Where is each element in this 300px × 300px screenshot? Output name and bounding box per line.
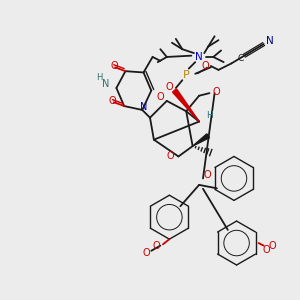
Text: O: O [110, 61, 118, 71]
Text: H: H [96, 73, 103, 82]
Text: O: O [202, 61, 209, 71]
Polygon shape [193, 134, 209, 146]
Text: O: O [142, 248, 150, 258]
Text: N: N [266, 36, 274, 46]
Text: H: H [206, 111, 213, 120]
Text: P: P [183, 70, 190, 80]
Text: O: O [203, 169, 211, 180]
Text: O: O [166, 82, 173, 92]
Text: O: O [109, 96, 116, 106]
Text: O: O [269, 241, 277, 250]
Text: O: O [167, 152, 175, 161]
Text: N: N [195, 52, 203, 62]
Polygon shape [172, 89, 199, 122]
Text: N: N [102, 79, 110, 89]
Text: O: O [157, 92, 164, 102]
Text: O: O [212, 87, 220, 97]
Text: C: C [237, 54, 244, 63]
Text: O: O [153, 241, 160, 250]
Text: N: N [140, 102, 147, 112]
Text: O: O [262, 244, 270, 254]
